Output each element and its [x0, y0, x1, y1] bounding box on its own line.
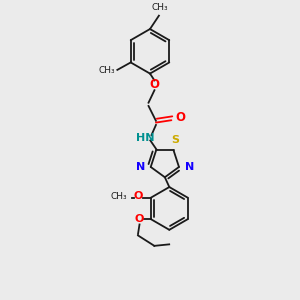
Text: CH₃: CH₃: [99, 66, 115, 75]
Text: O: O: [149, 78, 160, 92]
Text: O: O: [134, 191, 143, 201]
Text: HN: HN: [136, 133, 155, 143]
Text: N: N: [136, 162, 145, 172]
Text: N: N: [185, 162, 194, 172]
Text: O: O: [176, 111, 186, 124]
Text: CH₃: CH₃: [151, 3, 168, 12]
Text: S: S: [171, 135, 179, 145]
Text: CH₃: CH₃: [110, 192, 127, 201]
Text: O: O: [135, 214, 144, 224]
